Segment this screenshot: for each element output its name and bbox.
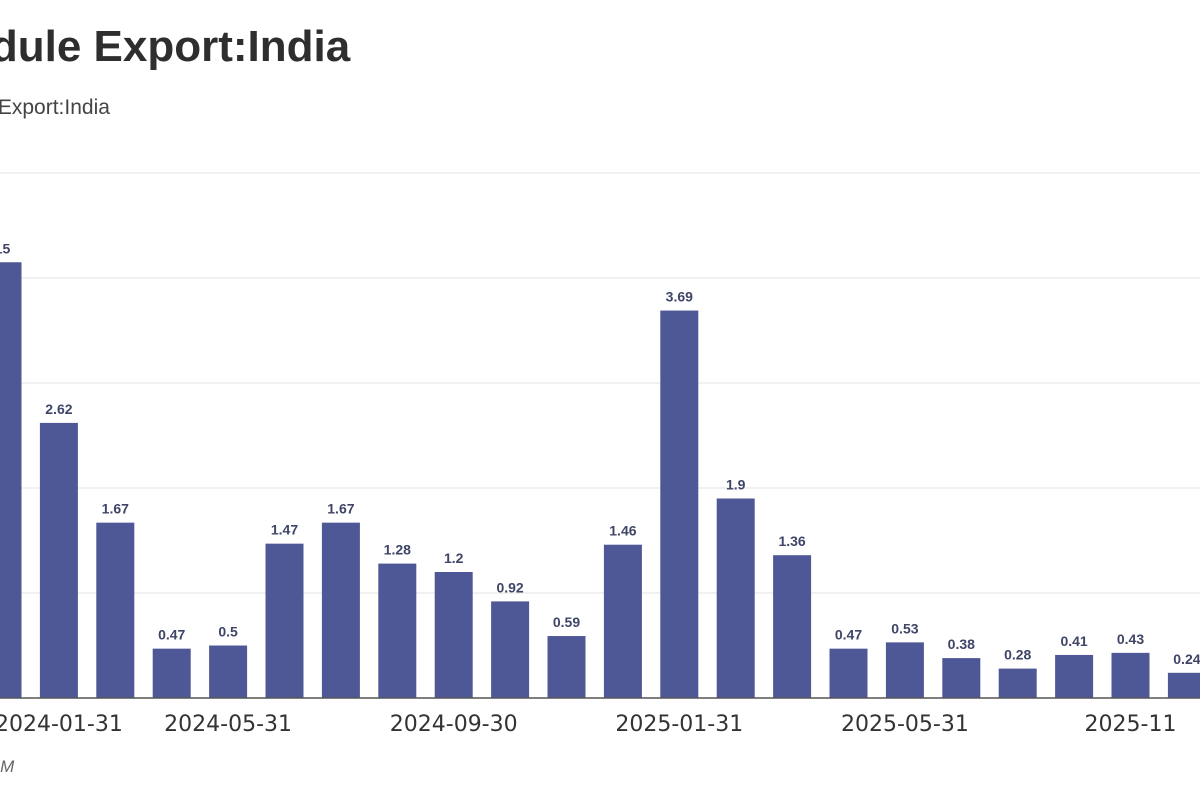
chart-title: odule Export:India — [0, 22, 351, 71]
bar[interactable] — [0, 262, 22, 698]
data-labels: 15 2.62 1.67 0.47 0.5 1.47 1.67 1.28 1.2 0.92 0.59… — [0, 240, 1200, 667]
bar-value-label: 0.59 — [553, 614, 580, 630]
bar-value-label: 1.36 — [778, 533, 805, 549]
source-note: MM — [0, 757, 15, 776]
bar-value-label: 2.62 — [45, 401, 72, 417]
bar-value-label: 0.47 — [835, 627, 862, 643]
bar[interactable] — [660, 310, 699, 698]
bar-value-label: 0.41 — [1060, 633, 1087, 649]
bar[interactable] — [773, 555, 812, 698]
bar[interactable] — [942, 658, 981, 698]
bar[interactable] — [96, 522, 135, 698]
bar[interactable] — [152, 648, 191, 698]
x-tick-label: 2025-05-31 — [841, 712, 969, 737]
bar-value-label: 0.5 — [218, 624, 238, 640]
x-tick-label: 2025-11 — [1085, 712, 1177, 737]
bar[interactable] — [885, 642, 924, 698]
bar-value-label: 0.92 — [496, 579, 523, 595]
bar-value-label: 0.47 — [158, 627, 185, 643]
bar-value-label: 1.46 — [609, 523, 636, 539]
bar-value-label: 1.28 — [384, 542, 411, 558]
x-tick-label: 2024-05-31 — [164, 712, 292, 737]
x-tick-label: 2025-01-31 — [615, 712, 743, 737]
bar-value-label: 1.67 — [102, 501, 129, 517]
bar[interactable] — [829, 648, 868, 698]
bar[interactable] — [265, 543, 304, 698]
bar-value-label: 0.28 — [1004, 647, 1031, 663]
bar[interactable] — [716, 498, 755, 699]
bar-value-label: 1.2 — [444, 550, 464, 566]
bar[interactable] — [603, 544, 642, 698]
bar-value-label: 15 — [0, 240, 10, 256]
bar[interactable] — [1111, 652, 1150, 698]
bar[interactable] — [39, 422, 78, 698]
bar-value-label: 1.67 — [327, 501, 354, 517]
x-tick-label: 2024-09-30 — [390, 712, 518, 737]
bar-value-label: 0.53 — [891, 620, 918, 636]
bar-value-label: 0.43 — [1117, 631, 1144, 647]
chart-subtitle: ule Export:India — [0, 96, 110, 119]
bar[interactable] — [434, 572, 473, 698]
x-axis-ticks: 2024-01-31 2024-05-31 2024-09-30 2025-01-31… — [0, 712, 1176, 737]
grid-lines — [0, 172, 1200, 594]
bars — [0, 262, 1200, 698]
bar[interactable] — [491, 601, 530, 698]
bar-value-label: 1.47 — [271, 522, 298, 538]
bar[interactable] — [321, 522, 360, 698]
bar[interactable] — [1055, 654, 1094, 698]
bar[interactable] — [378, 563, 417, 698]
bar[interactable] — [1167, 672, 1200, 698]
bar-value-label: 3.69 — [666, 289, 693, 305]
bar-value-label: 1.9 — [726, 477, 746, 493]
bar-value-label: 0.38 — [948, 636, 975, 652]
bar-value-label: 0.24 — [1173, 651, 1200, 667]
bar[interactable] — [547, 636, 586, 698]
bar[interactable] — [998, 668, 1037, 698]
x-tick-label: 2024-01-31 — [0, 712, 123, 737]
bar[interactable] — [209, 645, 248, 699]
